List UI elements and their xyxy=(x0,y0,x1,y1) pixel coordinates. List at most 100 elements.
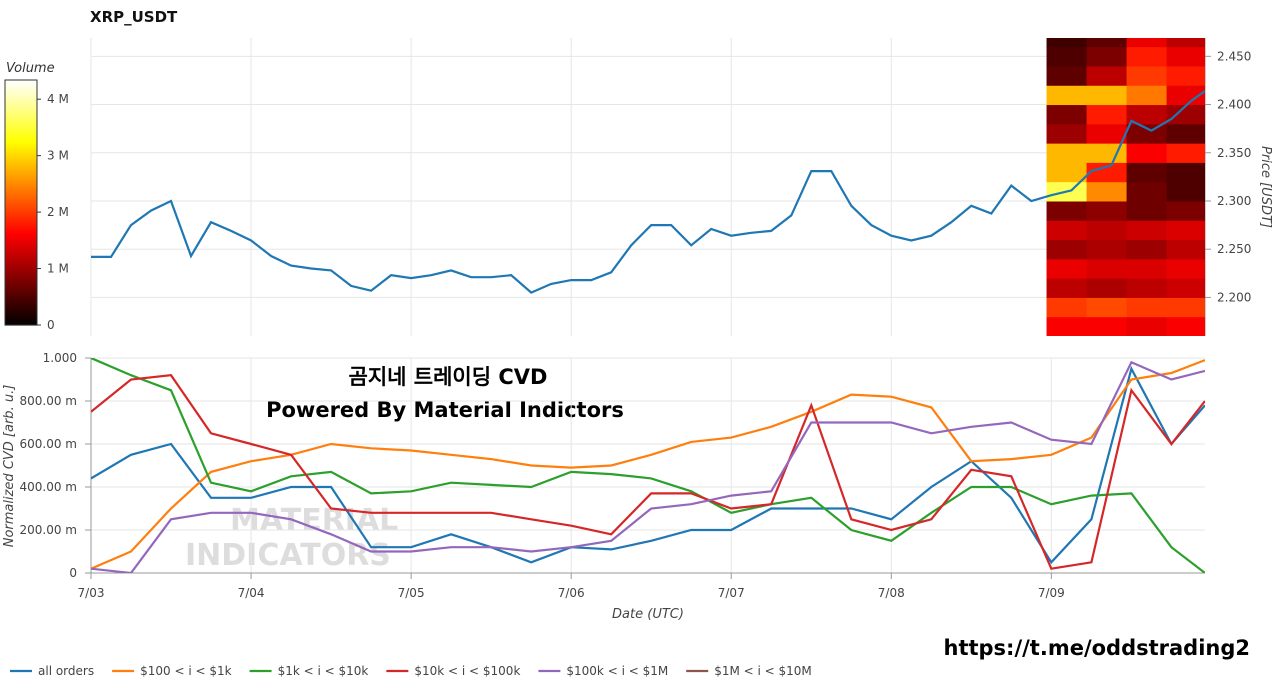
colorbar-band xyxy=(5,258,37,262)
colorbar-band xyxy=(5,256,37,260)
colorbar-title: Volume xyxy=(6,61,55,76)
y-axis-label: Price [USDT] xyxy=(1258,146,1273,228)
y-tick-label: 2.200 xyxy=(1217,290,1251,304)
colorbar-tick-label: 4 M xyxy=(47,92,69,106)
colorbar-band xyxy=(5,131,37,135)
colorbar-band xyxy=(5,190,37,194)
legend-label: $100 < i < $1k xyxy=(140,664,232,678)
series-line xyxy=(91,374,1205,570)
heatmap-cell xyxy=(1126,278,1168,298)
colorbar-band xyxy=(5,217,37,221)
heatmap-cell xyxy=(1126,46,1168,67)
heatmap-cell xyxy=(1166,65,1205,86)
colorbar-band xyxy=(5,266,37,270)
heatmap-cell xyxy=(1126,220,1168,241)
heatmap-cell xyxy=(1126,200,1168,221)
colorbar-band xyxy=(5,293,37,297)
colorbar-band xyxy=(5,84,37,88)
colorbar-band xyxy=(5,305,37,309)
colorbar-band xyxy=(5,298,37,302)
colorbar-band xyxy=(5,82,37,86)
x-tick-label: 7/04 xyxy=(238,586,265,600)
colorbar-band xyxy=(5,106,37,110)
colorbar-band xyxy=(5,178,37,182)
colorbar-tick-label: 3 M xyxy=(47,149,69,163)
heatmap-cell xyxy=(1166,38,1205,48)
colorbar-band xyxy=(5,224,37,228)
colorbar-band xyxy=(5,185,37,189)
colorbar-band xyxy=(5,209,37,213)
colorbar-band xyxy=(5,315,37,319)
colorbar-band xyxy=(5,116,37,120)
colorbar-band xyxy=(5,129,37,133)
heatmap-cell xyxy=(1086,297,1128,318)
heatmap-cell xyxy=(1166,143,1205,163)
colorbar-band xyxy=(5,244,37,248)
colorbar-band xyxy=(5,312,37,316)
heatmap-cell xyxy=(1046,85,1088,106)
colorbar-band xyxy=(5,263,37,267)
link-text: https://t.me/oddstrading2 xyxy=(944,636,1251,660)
x-tick-label: 7/05 xyxy=(398,586,425,600)
heatmap-cell xyxy=(1086,65,1128,86)
watermark: INDICATORS xyxy=(185,538,391,573)
x-tick-label: 7/09 xyxy=(1038,586,1065,600)
colorbar-band xyxy=(5,175,37,179)
colorbar-band xyxy=(5,109,37,113)
y-tick-label: 400.00 m xyxy=(20,480,78,494)
legend-label: $100k < i < $1M xyxy=(566,664,668,678)
colorbar-band xyxy=(5,283,37,287)
x-axis-label: Date (UTC) xyxy=(612,607,684,622)
heatmap-cell xyxy=(1166,316,1205,336)
heatmap-cell xyxy=(1046,239,1088,260)
series-line xyxy=(91,358,1205,573)
heatmap-cell xyxy=(1086,239,1128,260)
x-tick-label: 7/08 xyxy=(878,586,905,600)
colorbar-tick-label: 1 M xyxy=(47,262,69,276)
heatmap-cell xyxy=(1126,258,1168,279)
heatmap-cell xyxy=(1086,200,1128,221)
heatmap-cell xyxy=(1126,65,1168,86)
colorbar-band xyxy=(5,317,37,321)
heatmap-cell xyxy=(1086,258,1128,279)
y-tick-label: 2.300 xyxy=(1217,194,1251,208)
heatmap-cell xyxy=(1126,316,1168,336)
colorbar-band xyxy=(5,146,37,150)
heatmap-cell xyxy=(1166,85,1205,106)
colorbar-band xyxy=(5,320,37,324)
colorbar-band xyxy=(5,195,37,199)
heatmap-cell xyxy=(1086,104,1128,125)
legend-label: $1M < i < $10M xyxy=(714,664,812,678)
colorbar-band xyxy=(5,300,37,304)
colorbar-band xyxy=(5,104,37,108)
colorbar-frame xyxy=(4,79,38,326)
heatmap-cell xyxy=(1086,162,1128,183)
colorbar-band xyxy=(5,197,37,201)
colorbar-band xyxy=(5,170,37,174)
heatmap-cell xyxy=(1086,46,1128,67)
heatmap-cell xyxy=(1046,278,1088,298)
legend-label: $1k < i < $10k xyxy=(278,664,369,678)
heatmap-cell xyxy=(1166,200,1205,221)
heatmap-cell xyxy=(1166,239,1205,260)
heatmap-cell xyxy=(1046,65,1088,86)
colorbar-band xyxy=(5,202,37,206)
heatmap-cell xyxy=(1086,143,1128,163)
y-tick-label: 2.250 xyxy=(1217,242,1251,256)
colorbar-band xyxy=(5,97,37,101)
colorbar-band xyxy=(5,121,37,125)
colorbar-tick-label: 2 M xyxy=(47,205,69,219)
heatmap-cell xyxy=(1046,316,1088,336)
heatmap-cell xyxy=(1126,297,1168,318)
colorbar-band xyxy=(5,165,37,169)
x-tick-label: 7/07 xyxy=(718,586,745,600)
heatmap-cell xyxy=(1166,104,1205,125)
colorbar-band xyxy=(5,288,37,292)
heatmap-cell xyxy=(1166,162,1205,183)
colorbar-band xyxy=(5,89,37,93)
colorbar-band xyxy=(5,155,37,159)
heatmap-cell xyxy=(1046,200,1088,221)
x-tick-label: 7/06 xyxy=(558,586,585,600)
heatmap-cell xyxy=(1046,297,1088,318)
colorbar-band xyxy=(5,322,37,326)
